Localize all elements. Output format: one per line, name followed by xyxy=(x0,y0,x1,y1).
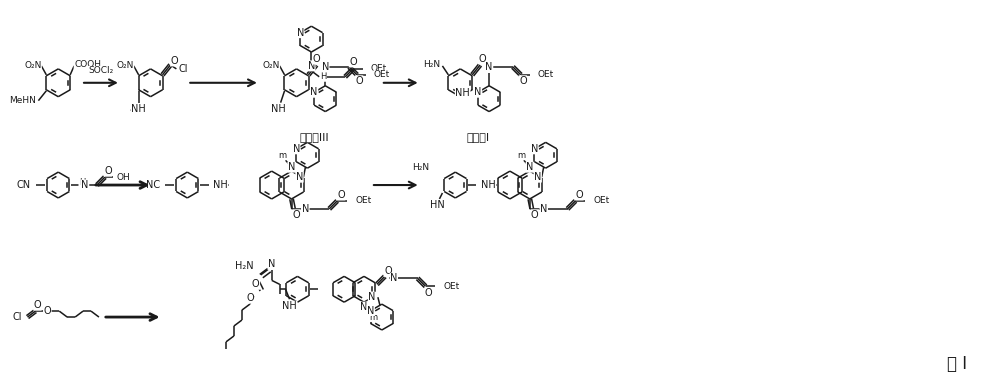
Text: O: O xyxy=(349,57,357,67)
Text: O₂N: O₂N xyxy=(262,62,280,70)
Text: SOCl₂: SOCl₂ xyxy=(88,66,114,75)
Text: OEt: OEt xyxy=(593,196,610,206)
Text: NH: NH xyxy=(282,301,297,311)
Text: O: O xyxy=(44,306,51,316)
Text: N: N xyxy=(531,144,538,154)
Text: NH: NH xyxy=(271,104,286,114)
Text: N: N xyxy=(296,172,303,182)
Text: NH: NH xyxy=(131,104,146,114)
Text: NH: NH xyxy=(455,88,470,98)
Text: O: O xyxy=(478,54,486,64)
Text: H₂N: H₂N xyxy=(412,163,430,172)
Text: N: N xyxy=(288,162,295,172)
Text: 化合物I: 化合物I xyxy=(467,132,490,142)
Text: NC: NC xyxy=(146,180,160,190)
Text: OEt: OEt xyxy=(374,70,390,79)
Text: H: H xyxy=(320,72,326,81)
Text: 化合物III: 化合物III xyxy=(300,132,329,142)
Text: Cl: Cl xyxy=(178,64,188,74)
Text: NH: NH xyxy=(481,180,496,190)
Text: OH: OH xyxy=(117,173,131,182)
Text: O: O xyxy=(34,300,41,310)
Text: N: N xyxy=(297,28,304,38)
Text: O: O xyxy=(293,210,300,220)
Text: HN: HN xyxy=(430,200,445,210)
Text: H₂N: H₂N xyxy=(423,60,440,70)
Text: OEt: OEt xyxy=(371,64,387,73)
Text: N: N xyxy=(526,162,533,172)
Text: N: N xyxy=(540,204,547,214)
Text: N: N xyxy=(368,292,376,302)
Text: m: m xyxy=(279,151,287,160)
Text: N: N xyxy=(308,61,315,71)
Text: OEt: OEt xyxy=(355,196,371,206)
Text: H₂N: H₂N xyxy=(235,261,254,271)
Text: O₂N: O₂N xyxy=(24,62,41,70)
Text: N: N xyxy=(474,87,482,97)
Text: O: O xyxy=(337,190,345,200)
Text: N: N xyxy=(293,144,300,154)
Text: N: N xyxy=(360,302,368,312)
Text: O: O xyxy=(104,166,112,176)
Text: N: N xyxy=(322,62,329,72)
Text: O: O xyxy=(519,76,527,86)
Text: H: H xyxy=(79,177,85,187)
Text: N: N xyxy=(310,87,318,97)
Text: O: O xyxy=(531,210,539,220)
Text: O: O xyxy=(171,56,178,66)
Text: N: N xyxy=(268,260,275,269)
Text: N: N xyxy=(81,180,89,190)
Text: NH: NH xyxy=(213,180,228,190)
Text: N: N xyxy=(302,204,309,214)
Text: O: O xyxy=(576,190,583,200)
Text: COOH: COOH xyxy=(74,60,101,70)
Text: O: O xyxy=(355,76,363,86)
Text: Cl: Cl xyxy=(12,312,22,322)
Text: O: O xyxy=(252,279,260,289)
Text: N: N xyxy=(485,62,493,72)
Text: MeHN: MeHN xyxy=(10,96,36,105)
Text: O₂N: O₂N xyxy=(116,62,134,70)
Text: m: m xyxy=(369,313,377,321)
Text: O: O xyxy=(246,293,254,303)
Text: O: O xyxy=(313,54,320,64)
Text: N: N xyxy=(534,172,541,182)
Text: O: O xyxy=(384,266,392,276)
Text: OEt: OEt xyxy=(538,70,554,79)
Text: 式 I: 式 I xyxy=(947,355,967,373)
Text: CN: CN xyxy=(16,180,30,190)
Text: N: N xyxy=(390,273,397,283)
Text: O: O xyxy=(425,288,432,298)
Text: OEt: OEt xyxy=(443,282,460,291)
Text: m: m xyxy=(517,151,525,160)
Text: N: N xyxy=(367,306,374,316)
